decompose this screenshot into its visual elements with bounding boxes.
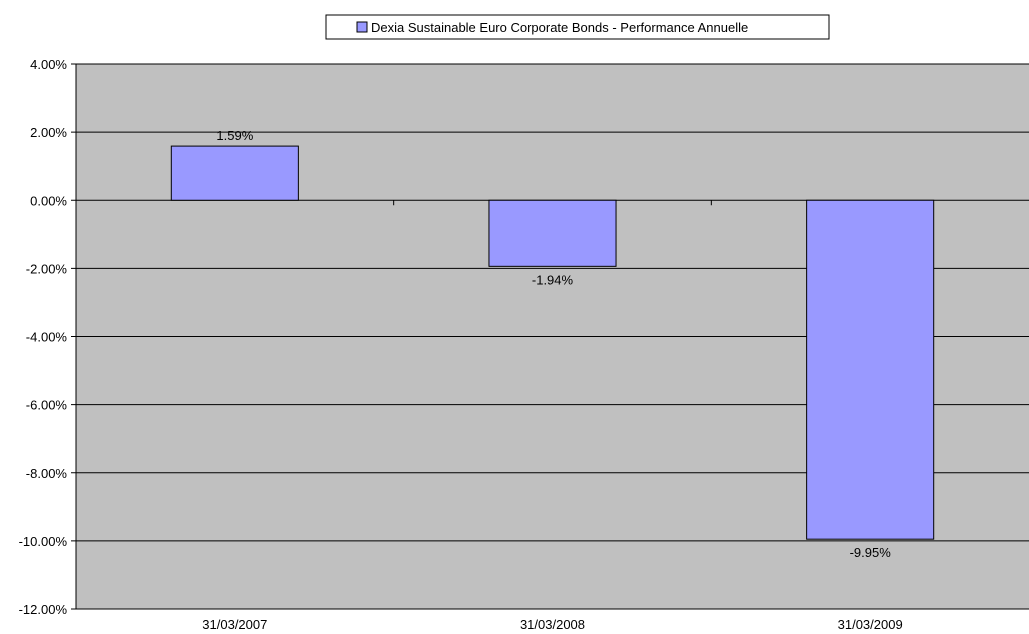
legend-box xyxy=(325,14,830,40)
y-axis: 4.00% 2.00% 0.00% -2.00% -4.00% -6.00% -8.00% -… xyxy=(19,57,77,617)
y-tick-label: -12.00% xyxy=(19,602,68,617)
legend-label: Dexia Sustainable Euro Corporate Bonds -… xyxy=(371,20,748,35)
legend-swatch xyxy=(356,21,368,33)
x-axis: 31/03/2007 31/03/2008 31/03/2009 xyxy=(202,200,903,632)
data-label: -1.94% xyxy=(532,272,574,287)
bar xyxy=(170,145,299,201)
x-tick-label: 31/03/2008 xyxy=(520,617,585,632)
data-label: 1.59% xyxy=(216,128,253,143)
bar xyxy=(806,199,935,540)
x-tick-label: 31/03/2007 xyxy=(202,617,267,632)
y-tick-label: 0.00% xyxy=(30,193,67,208)
y-tick-label: 2.00% xyxy=(30,125,67,140)
y-tick-label: -8.00% xyxy=(26,466,68,481)
y-tick-label: -2.00% xyxy=(26,261,68,276)
legend: Dexia Sustainable Euro Corporate Bonds -… xyxy=(325,14,830,40)
y-tick-label: -10.00% xyxy=(19,534,68,549)
bars: 1.59% -1.94% -9.95% xyxy=(170,128,935,560)
bar xyxy=(488,199,617,267)
y-tick-label: -4.00% xyxy=(26,330,68,345)
y-tick-label: -6.00% xyxy=(26,398,68,413)
x-tick-label: 31/03/2009 xyxy=(838,617,903,632)
data-label: -9.95% xyxy=(850,545,892,560)
y-tick-label: 4.00% xyxy=(30,57,67,72)
